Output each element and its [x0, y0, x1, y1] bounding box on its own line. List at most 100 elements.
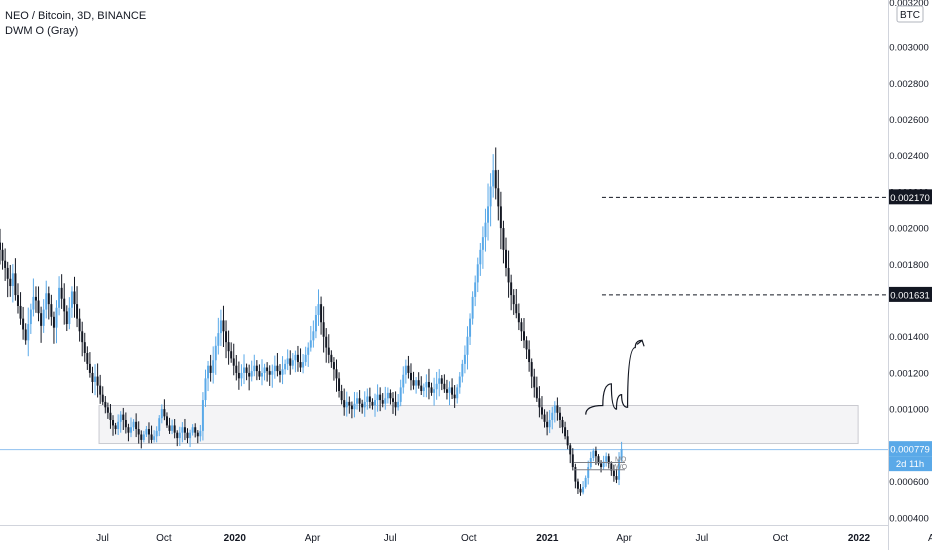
- candle-body: [620, 448, 623, 460]
- candle-body: [24, 329, 27, 341]
- candle-body: [101, 394, 104, 402]
- candle-body: [222, 320, 225, 332]
- candle-body: [29, 309, 32, 325]
- candle-body: [391, 398, 394, 402]
- candle-body: [546, 421, 549, 428]
- candle-body: [307, 347, 310, 355]
- projection-arrow-head: [636, 339, 645, 347]
- currency-label: BTC: [900, 10, 920, 21]
- candle-body: [556, 405, 559, 413]
- candle-body: [610, 463, 613, 471]
- candle-body: [147, 429, 150, 435]
- y-tick-label-9: 0.001000: [889, 405, 929, 416]
- candle-body: [168, 425, 171, 431]
- y-tick-label-2: 0.002600: [889, 115, 929, 126]
- chart-legend: NEO / Bitcoin, 3D, BINANCE DWM O (Gray): [5, 9, 146, 39]
- candle-body: [404, 365, 407, 375]
- candle-body: [374, 400, 377, 406]
- candle-body: [219, 320, 222, 334]
- candle-body: [389, 392, 392, 399]
- indicator-label[interactable]: DWM O (Gray): [5, 25, 79, 37]
- y-tick-label-6: 0.001800: [889, 260, 929, 271]
- candle-body: [296, 354, 299, 363]
- price-label-box-2: [889, 441, 932, 457]
- candle-body: [445, 389, 448, 393]
- candle-body: [294, 354, 297, 361]
- candle-body: [520, 322, 523, 332]
- candle-body: [214, 345, 217, 361]
- candle-body: [96, 376, 99, 386]
- candle-body: [371, 401, 374, 406]
- candle-body: [353, 403, 356, 410]
- candle-body: [201, 400, 204, 431]
- candle-body: [302, 362, 305, 368]
- candle-body: [322, 322, 325, 337]
- candle-body: [258, 371, 261, 377]
- candle-body: [535, 387, 538, 399]
- candle-body: [399, 387, 402, 402]
- candle-body: [163, 409, 166, 417]
- x-tick-label-7: Apr: [616, 533, 632, 544]
- candle-body: [463, 354, 466, 364]
- y-tick-label-5: 0.002000: [889, 224, 929, 235]
- countdown-text: 2d 11h: [896, 459, 924, 470]
- candle-body: [338, 378, 341, 392]
- y-tick-label-3: 0.002400: [889, 151, 929, 162]
- candles-layer: [0, 147, 623, 496]
- candle-body: [45, 293, 48, 310]
- symbol-title[interactable]: NEO / Bitcoin, 3D, BINANCE: [5, 10, 147, 22]
- candle-body: [212, 360, 215, 373]
- candle-body: [83, 342, 86, 354]
- candle-body: [40, 313, 43, 326]
- candle-body: [225, 331, 228, 343]
- candle-body: [381, 400, 384, 404]
- candle-body: [363, 401, 366, 408]
- candle-body: [289, 358, 292, 366]
- currency-badge[interactable]: BTC: [896, 5, 924, 23]
- candle-body: [512, 295, 515, 305]
- price-label-box-0: [889, 189, 932, 205]
- candle-body: [420, 385, 423, 392]
- candle-body: [50, 304, 53, 317]
- projection-arrow-path[interactable]: [585, 339, 643, 415]
- candle-body: [592, 450, 595, 459]
- candle-body: [540, 407, 543, 415]
- x-tick-label-9: Oct: [773, 533, 789, 544]
- candle-body: [499, 206, 502, 229]
- candle-body: [317, 304, 320, 315]
- candle-body: [106, 407, 109, 413]
- candle-body: [132, 421, 135, 428]
- candle-body: [582, 486, 585, 493]
- candle-body: [543, 414, 546, 422]
- price-label-box-1: [889, 286, 932, 302]
- candle-body: [255, 365, 258, 372]
- x-tick-label-4: Jul: [384, 533, 397, 544]
- x-tick-label-0: Jul: [96, 533, 109, 544]
- candle-body: [435, 383, 438, 390]
- candle-body: [173, 425, 176, 433]
- candle-body: [117, 421, 120, 430]
- candle-body: [548, 420, 551, 428]
- candle-body: [268, 371, 271, 375]
- candle-body: [345, 401, 348, 408]
- candle-body: [165, 416, 168, 426]
- candle-body: [37, 300, 40, 314]
- candle-body: [487, 206, 490, 223]
- time-axis[interactable]: Jul Oct 2020 Apr Jul Oct 2021 Apr Jul Oct 2022 Apr: [96, 533, 932, 544]
- demand-zone-rect[interactable]: [98, 405, 859, 445]
- candle-body: [522, 331, 525, 341]
- candle-body: [189, 432, 192, 439]
- candle-body: [178, 432, 181, 439]
- candle-body: [196, 432, 199, 437]
- candle-body: [60, 287, 63, 299]
- y-tick-label-10: 0.000600: [889, 477, 929, 488]
- candle-body: [576, 481, 579, 489]
- candle-body: [137, 429, 140, 435]
- candle-body: [22, 318, 25, 330]
- candle-body: [6, 267, 9, 279]
- candle-body: [358, 398, 361, 404]
- candle-body: [276, 365, 279, 372]
- candle-body: [343, 400, 346, 408]
- candle-body: [376, 394, 379, 401]
